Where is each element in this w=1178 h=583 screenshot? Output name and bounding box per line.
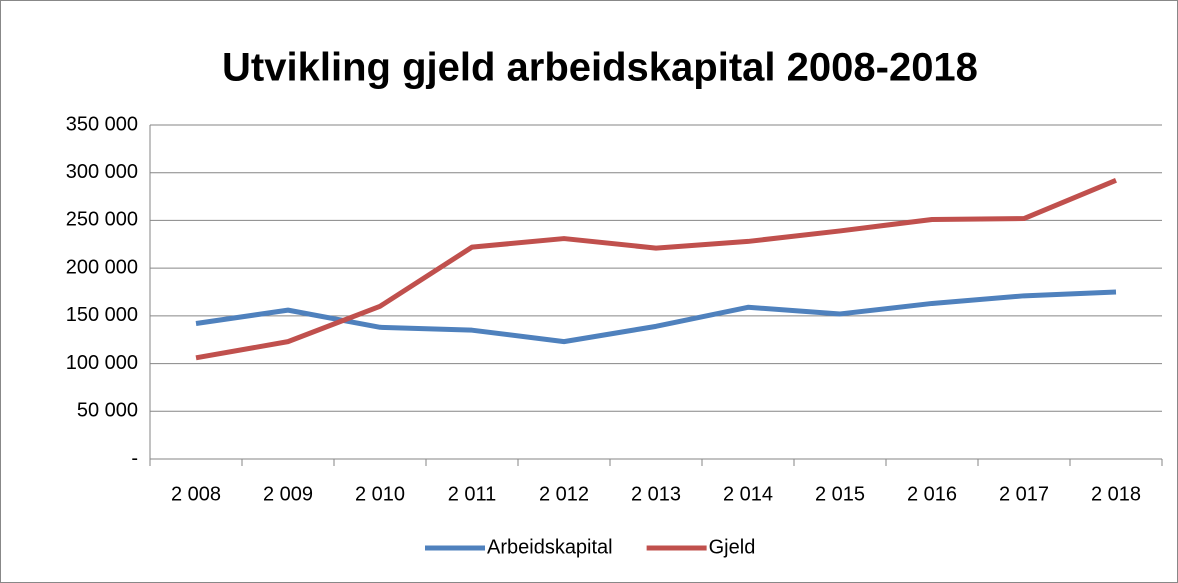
x-tick-label: 2 008 bbox=[171, 483, 221, 505]
y-tick-label: 150 000 bbox=[66, 304, 138, 326]
x-tick-label: 2 016 bbox=[907, 483, 957, 505]
x-tick-label: 2 011 bbox=[448, 483, 497, 505]
y-tick-label: 100 000 bbox=[66, 352, 138, 374]
line-series bbox=[195, 289, 1117, 345]
line-series bbox=[195, 178, 1117, 361]
x-tick-label: 2 014 bbox=[723, 483, 773, 505]
x-tick-label: 2 012 bbox=[539, 483, 589, 505]
y-tick-label: 50 000 bbox=[77, 400, 138, 422]
legend-label: Gjeld bbox=[709, 536, 756, 558]
x-tick-label: 2 010 bbox=[355, 483, 405, 505]
y-tick-label: 300 000 bbox=[66, 161, 138, 183]
x-tick-label: 2 015 bbox=[815, 483, 865, 505]
x-tick-label: 2 013 bbox=[631, 483, 681, 505]
chart-title: Utvikling gjeld arbeidskapital 2008-2018 bbox=[222, 46, 978, 90]
y-tick-label: 200 000 bbox=[66, 256, 138, 278]
legend-label: Arbeidskapital bbox=[487, 536, 613, 558]
x-tick-label: 2 017 bbox=[999, 483, 1049, 505]
x-tick-label: 2 009 bbox=[263, 483, 313, 505]
y-tick-label: 250 000 bbox=[66, 209, 138, 231]
y-tick-label: 350 000 bbox=[66, 113, 138, 135]
y-tick-label: - bbox=[131, 447, 138, 469]
x-tick-label: 2 018 bbox=[1091, 483, 1141, 505]
